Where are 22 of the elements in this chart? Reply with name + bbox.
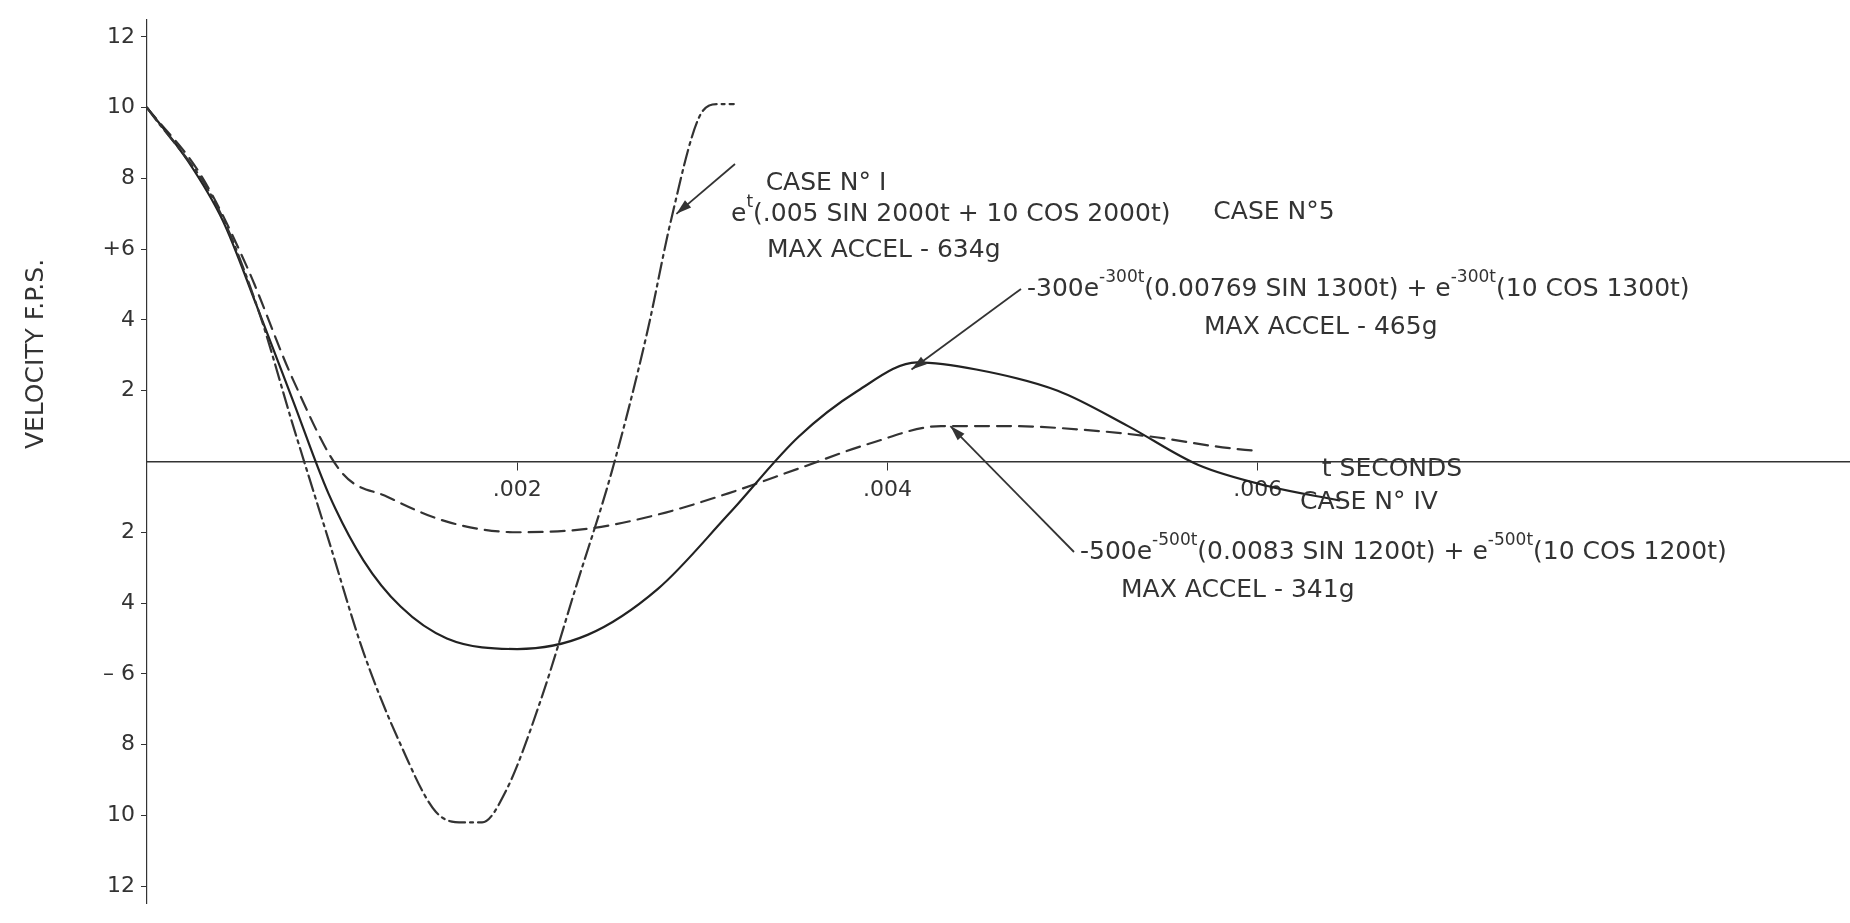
y-tick-label: 10 [107, 801, 135, 827]
y-tick-label: +6 [102, 234, 135, 260]
x-tick-label: .004 [862, 476, 912, 502]
y-tick-label: 8 [121, 164, 135, 190]
y-tick-label: 10 [107, 93, 135, 119]
y-tick-label: 8 [121, 730, 135, 756]
annotation: CASE N° IV [1300, 485, 1438, 515]
y-tick-label: 4 [121, 588, 135, 614]
annotation: MAX ACCEL - 341g [1121, 573, 1355, 603]
y-tick-label: 4 [121, 305, 135, 331]
y-axis-title: VELOCITY F.P.S. [19, 258, 49, 450]
x-tick-label: .002 [492, 476, 542, 502]
annotation: CASE N°5 [1213, 195, 1335, 225]
annotation: MAX ACCEL - 634g [767, 233, 1001, 263]
y-tick-label: 2 [121, 517, 135, 543]
x-axis-title: t SECONDS [1321, 453, 1463, 482]
y-tick-label: – 6 [103, 659, 135, 685]
annotation: CASE N° I [765, 166, 887, 196]
y-tick-label: 12 [107, 22, 135, 48]
annotation: MAX ACCEL - 465g [1204, 310, 1438, 340]
y-tick-label: 2 [121, 376, 135, 402]
y-tick-label: 12 [107, 871, 135, 897]
